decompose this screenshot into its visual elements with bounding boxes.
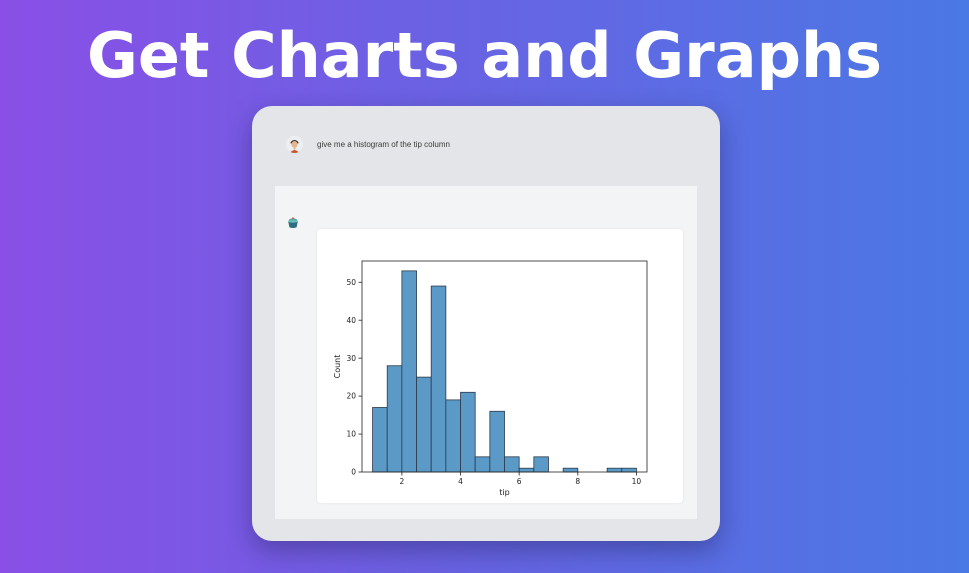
histogram-bar — [562, 467, 579, 473]
x-tick-label: 4 — [458, 477, 463, 486]
histogram-bar — [416, 376, 432, 473]
histogram-bar — [533, 456, 549, 473]
plot-frame — [361, 260, 648, 473]
histogram-bar — [445, 399, 461, 473]
histogram-bar — [489, 410, 505, 473]
histogram-bar — [474, 456, 491, 473]
y-tick-label: 0 — [351, 468, 356, 477]
histogram-bar — [518, 467, 535, 473]
x-tick-label: 2 — [399, 477, 404, 486]
histogram-chart: 2 4 6 8 10 0 10 20 30 40 50 tip Count — [333, 260, 648, 497]
histogram-bar — [621, 467, 637, 473]
user-message-text: give me a histogram of the tip column — [317, 140, 450, 149]
x-axis-label: tip — [499, 488, 509, 497]
user-avatar-icon — [286, 136, 303, 153]
x-tick-label: 10 — [632, 477, 642, 486]
histogram-chart-card: 2 4 6 8 10 0 10 20 30 40 50 tip Count — [317, 229, 683, 503]
histogram-bar — [504, 456, 520, 473]
assistant-response: 2 4 6 8 10 0 10 20 30 40 50 tip Count — [275, 186, 697, 519]
y-axis-label: Count — [333, 355, 342, 379]
x-tick-label: 6 — [517, 477, 522, 486]
histogram-bar — [606, 467, 623, 473]
histogram-bar — [372, 407, 388, 473]
bot-cup-icon — [286, 216, 300, 230]
histogram-bar — [430, 285, 447, 473]
y-tick-label: 50 — [346, 278, 356, 287]
chat-window: give me a histogram of the tip column 2 4… — [252, 106, 720, 541]
histogram-bar — [460, 391, 476, 473]
y-tick-label: 10 — [346, 430, 356, 439]
page-headline: Get Charts and Graphs — [86, 19, 882, 92]
y-tick-label: 20 — [346, 392, 356, 401]
histogram-bar — [401, 270, 417, 473]
histogram-bar — [386, 365, 403, 473]
x-tick-label: 8 — [575, 477, 580, 486]
y-tick-label: 40 — [346, 316, 356, 325]
y-tick-label: 30 — [346, 354, 356, 363]
